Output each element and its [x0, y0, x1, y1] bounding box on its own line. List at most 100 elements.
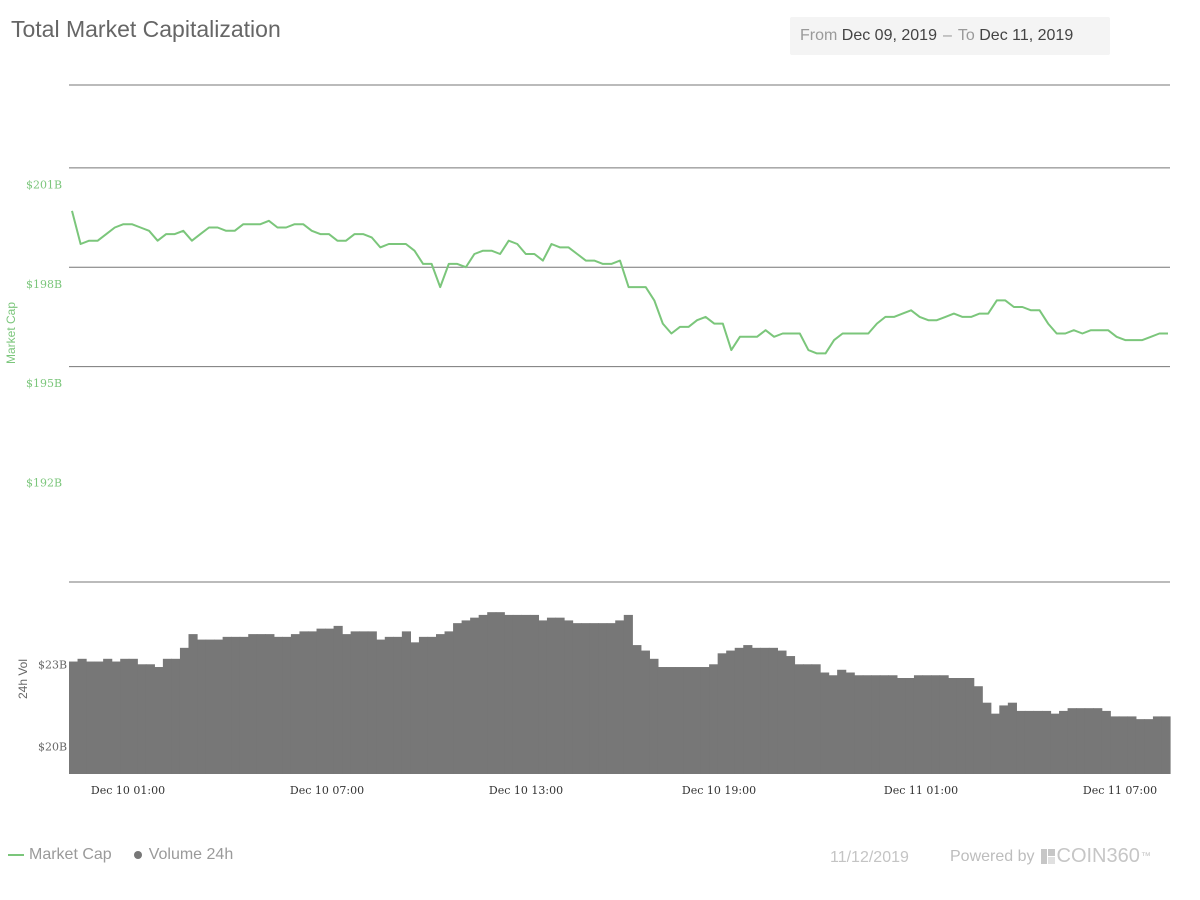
legend-item-market-cap[interactable]: Market Cap: [8, 846, 112, 864]
volume-bar: [521, 614, 531, 774]
volume-bar: [1067, 708, 1077, 774]
volume-bar: [427, 636, 437, 774]
volume-bar: [683, 667, 693, 774]
volume-bar: [982, 702, 992, 774]
volume-bar: [811, 664, 821, 774]
powered-by[interactable]: Powered by COIN360 ™: [950, 845, 1151, 868]
volume-bar: [905, 678, 915, 774]
volume-bar: [973, 686, 983, 774]
market-cap-chart: $201B $198B $195B $192B $23B $20B Market Cap 24…: [4, 84, 1171, 797]
volume-bar: [794, 664, 804, 774]
legend-item-volume[interactable]: Volume 24h: [133, 846, 233, 864]
volume-bar: [273, 636, 283, 774]
volume-bar: [162, 658, 173, 774]
volume-bar: [504, 614, 514, 774]
volume-bar: [1007, 702, 1017, 774]
volume-bar: [487, 612, 497, 774]
volume-bar: [453, 623, 463, 774]
range-to-label: To: [957, 27, 975, 44]
volume-bar: [828, 675, 838, 774]
range-to-value[interactable]: Dec 11, 2019: [979, 27, 1074, 44]
volume-bar: [913, 675, 924, 774]
volume-bar: [726, 650, 736, 774]
date-range-picker[interactable]: From Dec 09, 2019 – To Dec 11, 2019: [790, 17, 1110, 55]
volume-bar: [401, 631, 411, 774]
volume-bar: [700, 667, 710, 774]
y-tick-cap: $201B: [26, 178, 62, 191]
volume-bar: [589, 623, 599, 774]
volume-bar: [999, 705, 1009, 774]
volume-bar: [896, 678, 907, 774]
brand-name: COIN360: [1056, 845, 1140, 867]
volume-bar: [990, 713, 1000, 774]
y-axis-title-market-cap: Market Cap: [4, 302, 18, 364]
x-tick-label: Dec 10 01:00: [91, 784, 165, 797]
volume-bar: [120, 658, 130, 774]
trademark: ™: [1140, 851, 1151, 862]
volume-bar: [879, 675, 889, 774]
y-tick-vol: $20B: [38, 741, 67, 754]
volume-bar: [1033, 710, 1043, 774]
axis-labels: $201B $198B $195B $192B $23B $20B Market Cap 24…: [4, 178, 1157, 797]
volume-bar: [1050, 713, 1060, 774]
volume-bar: [709, 664, 719, 774]
volume-bar: [538, 620, 548, 774]
volume-bar: [205, 639, 215, 774]
y-tick-vol: $23B: [38, 658, 67, 671]
volume-bar: [572, 623, 582, 774]
volume-bar: [1161, 716, 1171, 774]
volume-bar: [1024, 710, 1035, 774]
volume-bar: [888, 675, 898, 774]
volume-bar: [623, 614, 633, 774]
volume-bar: [1016, 710, 1026, 774]
volume-bar: [632, 645, 642, 774]
volume-bar: [69, 661, 79, 774]
x-tick-label: Dec 10 07:00: [290, 784, 364, 797]
volume-bar: [931, 675, 941, 774]
volume-bar: [674, 667, 685, 774]
volume-bar: [86, 661, 96, 774]
volume-bar: [1118, 716, 1128, 774]
volume-bar: [495, 612, 505, 774]
volume-bar: [179, 647, 190, 774]
volume-bar: [376, 639, 386, 774]
volume-bar: [1093, 708, 1103, 774]
volume-bar: [615, 620, 625, 774]
volume-bar: [77, 658, 87, 774]
volume-bar: [367, 631, 377, 774]
volume-bar: [171, 658, 181, 774]
x-tick-label: Dec 11 01:00: [884, 784, 958, 797]
volume-bar: [154, 667, 164, 774]
volume-bar: [239, 636, 249, 774]
volume-bar: [478, 614, 488, 774]
range-from-value[interactable]: Dec 09, 2019: [841, 27, 937, 44]
volume-bar: [265, 634, 275, 774]
dot-icon: [133, 851, 142, 859]
y-tick-cap: $198B: [26, 278, 62, 291]
page-title: Total Market Capitalization: [11, 16, 281, 42]
volume-bar: [546, 617, 557, 774]
volume-bar: [657, 667, 668, 774]
volume-bar: [103, 658, 113, 774]
volume-bar: [410, 642, 420, 774]
market-cap-line: [71, 210, 1168, 355]
volume-bar: [350, 631, 360, 774]
volume-bar: [188, 634, 198, 774]
coin360-logo-icon: [1040, 849, 1055, 864]
volume-bar: [1041, 710, 1052, 774]
market-cap-series: [71, 210, 1168, 355]
volume-bar: [512, 614, 522, 774]
line-icon: [8, 854, 24, 856]
y-tick-cap: $192B: [26, 477, 62, 490]
volume-bar: [461, 620, 471, 774]
x-tick-label: Dec 10 13:00: [489, 784, 563, 797]
volume-bar: [214, 639, 224, 774]
volume-bar: [760, 647, 770, 774]
volume-bar: [1144, 719, 1154, 774]
volume-bar: [717, 653, 727, 774]
volume-bar: [418, 636, 429, 774]
volume-bar: [666, 667, 676, 774]
volume-bar: [564, 620, 574, 774]
legend: Market Cap Volume 24h: [8, 846, 255, 864]
volume-bar: [145, 664, 155, 774]
